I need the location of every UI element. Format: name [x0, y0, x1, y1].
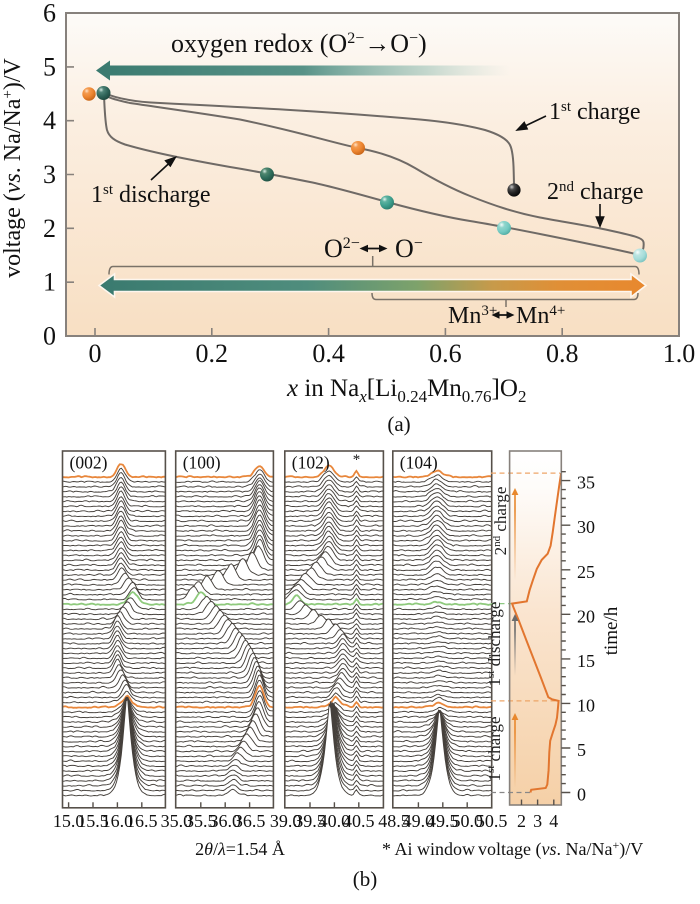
- svg-text:20: 20: [577, 606, 595, 626]
- svg-text:25: 25: [577, 562, 595, 582]
- svg-text:39.5: 39.5: [294, 811, 326, 831]
- svg-text:0.8: 0.8: [546, 339, 579, 368]
- svg-text:oxygen redox (O2−→O−): oxygen redox (O2−→O−): [171, 29, 427, 58]
- svg-text:0.6: 0.6: [429, 339, 462, 368]
- svg-text:0: 0: [577, 785, 586, 805]
- svg-text:1.0: 1.0: [663, 339, 696, 368]
- svg-text:35.0: 35.0: [161, 811, 193, 831]
- svg-text:Mn4+: Mn4+: [516, 303, 565, 329]
- svg-text:40.0: 40.0: [319, 811, 351, 831]
- svg-text:(102): (102): [292, 453, 330, 473]
- svg-text:16.5: 16.5: [126, 811, 158, 831]
- svg-text:* Ai window: * Ai window: [382, 839, 475, 859]
- svg-text:0.4: 0.4: [312, 339, 345, 368]
- svg-text:*: *: [353, 452, 361, 468]
- svg-text:(002): (002): [70, 453, 108, 473]
- svg-text:(b): (b): [353, 867, 378, 891]
- svg-text:15: 15: [577, 651, 595, 671]
- svg-text:16.0: 16.0: [102, 811, 134, 831]
- svg-text:36.5: 36.5: [234, 811, 266, 831]
- svg-text:50.0: 50.0: [451, 811, 483, 831]
- svg-text:15.5: 15.5: [77, 811, 109, 831]
- svg-text:35.5: 35.5: [185, 811, 217, 831]
- svg-text:15.0: 15.0: [53, 811, 85, 831]
- svg-text:(100): (100): [183, 453, 221, 473]
- svg-text:49.0: 49.0: [403, 811, 435, 831]
- svg-text:35: 35: [577, 473, 595, 493]
- svg-text:2nd charge: 2nd charge: [547, 179, 644, 205]
- svg-text:voltage (vs. Na/Na+)/V: voltage (vs. Na/Na+)/V: [0, 57, 26, 277]
- svg-text:2: 2: [517, 811, 526, 831]
- svg-text:48.5: 48.5: [378, 811, 410, 831]
- svg-text:3: 3: [533, 811, 542, 831]
- svg-text:voltage (vs. Na/Na+)/V: voltage (vs. Na/Na+)/V: [478, 838, 643, 860]
- svg-text:5: 5: [43, 52, 56, 81]
- svg-text:0.2: 0.2: [196, 339, 229, 368]
- svg-text:4: 4: [43, 106, 56, 135]
- svg-text:time/h: time/h: [601, 606, 622, 655]
- svg-text:40.5: 40.5: [343, 811, 375, 831]
- svg-text:49.5: 49.5: [427, 811, 459, 831]
- svg-text:2: 2: [43, 214, 56, 243]
- svg-text:1: 1: [43, 268, 56, 297]
- svg-text:5: 5: [577, 740, 586, 760]
- svg-text:10: 10: [577, 695, 595, 715]
- svg-text:1st discharge: 1st discharge: [91, 182, 211, 208]
- svg-text:2θ/λ=1.54 Å: 2θ/λ=1.54 Å: [195, 839, 285, 859]
- svg-text:36.0: 36.0: [209, 811, 241, 831]
- svg-text:1st charge: 1st charge: [485, 716, 504, 781]
- svg-text:30: 30: [577, 517, 595, 537]
- svg-text:0: 0: [89, 339, 102, 368]
- svg-text:1st discharge: 1st discharge: [485, 602, 504, 687]
- svg-text:(a): (a): [387, 412, 410, 436]
- svg-text:6: 6: [43, 0, 56, 28]
- svg-text:O2−: O2−: [324, 234, 360, 263]
- svg-text:0: 0: [43, 322, 56, 351]
- svg-text:39.0: 39.0: [270, 811, 302, 831]
- svg-text:(104): (104): [400, 453, 438, 473]
- svg-text:50.5: 50.5: [476, 811, 508, 831]
- svg-text:4: 4: [549, 811, 558, 831]
- svg-text:3: 3: [43, 160, 56, 189]
